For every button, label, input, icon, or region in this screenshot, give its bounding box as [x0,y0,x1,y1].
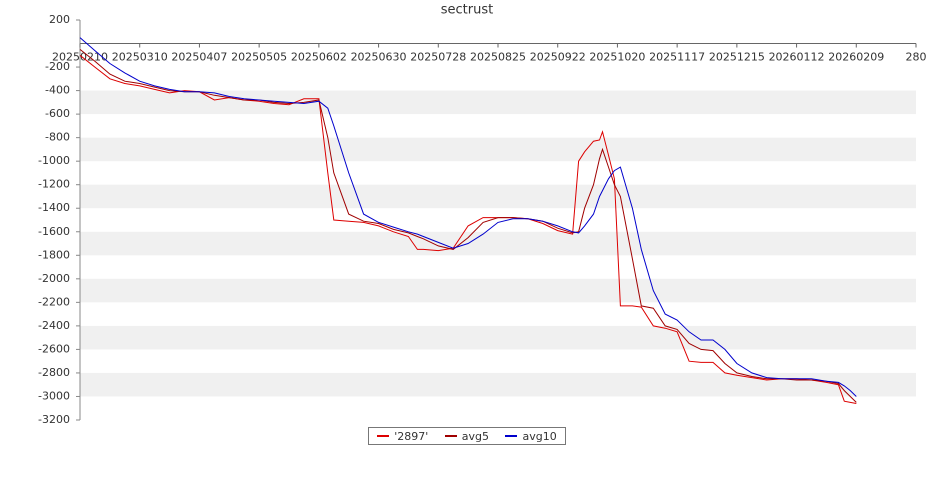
x-tick-label: 280 [906,51,927,64]
y-tick-label: 200 [49,13,70,26]
y-tick-label: -800 [45,131,70,144]
grid-band [80,184,916,209]
x-tick-label: 20251020 [589,51,645,64]
x-tick-label: 20250922 [530,51,586,64]
y-tick-label: -1800 [38,248,70,261]
x-tick-label: 20250825 [470,51,526,64]
x-tick-label: 20251117 [649,51,705,64]
y-tick-label: -600 [45,107,70,120]
y-tick-label: -3000 [38,389,70,402]
grid-band [80,231,916,256]
y-tick-label: -2600 [38,342,70,355]
y-tick-label: -2400 [38,319,70,332]
y-tick-label: -3200 [38,413,70,426]
grid-band [80,372,916,397]
x-tick-label: 20250505 [231,51,287,64]
legend-swatch [377,435,390,437]
x-tick-label: 20250310 [112,51,168,64]
y-tick-label: -2000 [38,272,70,285]
y-tick-label: -1600 [38,225,70,238]
x-tick-label: 20250407 [171,51,227,64]
y-tick-label: -400 [45,84,70,97]
legend-item: '2897' [377,430,428,443]
grid-band [80,325,916,350]
y-tick-label: -2800 [38,366,70,379]
x-tick-label: 20250728 [410,51,466,64]
x-tick-label: 20260209 [828,51,884,64]
x-tick-label: 20251215 [709,51,765,64]
legend-item: avg10 [505,429,557,443]
grid-band [80,137,916,162]
y-tick-label: -1000 [38,154,70,167]
legend-label: avg5 [461,429,489,443]
y-tick-label: -1200 [38,178,70,191]
series-line [79,37,857,397]
x-tick-label: 20260112 [769,51,825,64]
grid-band [80,278,916,303]
y-tick-label: -1400 [38,201,70,214]
legend-label: avg10 [522,429,557,443]
legend: '2897' avg5 avg10 [368,427,566,445]
chart-title: sectrust [441,3,493,18]
legend-label: '2897' [394,429,429,443]
x-tick-label: 20250210 [52,51,108,64]
legend-swatch [505,435,518,437]
y-tick-label: -2200 [38,295,70,308]
x-tick-label: 20250602 [291,51,347,64]
grid-band [80,90,916,115]
x-tick-label: 20250630 [351,51,407,64]
legend-swatch [444,435,457,437]
y-tick-label: -200 [45,60,70,73]
series-line [79,49,857,403]
legend-item: avg5 [444,429,489,443]
